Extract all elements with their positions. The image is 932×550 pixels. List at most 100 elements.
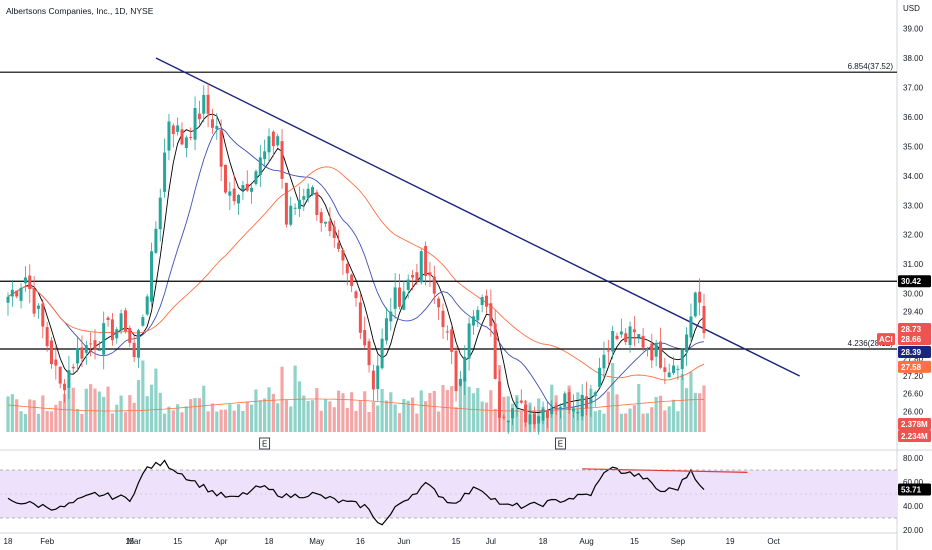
candle-body — [184, 137, 188, 148]
candle-body — [324, 221, 328, 224]
candle-body — [398, 287, 401, 307]
candle-body — [228, 191, 232, 196]
candle-body — [219, 129, 223, 167]
candle-body — [189, 137, 193, 139]
volume-bar — [676, 411, 680, 432]
price-tick-label: 29.40 — [903, 307, 924, 316]
volume-bar — [406, 400, 410, 432]
volume-bar — [119, 395, 123, 432]
volume-bar — [493, 408, 497, 432]
candle-body — [245, 183, 249, 191]
candle-body — [58, 366, 62, 384]
volume-bar — [606, 391, 610, 432]
volume-bar — [97, 391, 101, 432]
volume-bar — [106, 386, 110, 432]
candle-body — [580, 394, 584, 417]
candle-body — [641, 335, 645, 348]
candle-body — [454, 350, 458, 392]
volume-bar — [645, 413, 650, 432]
candle-body — [311, 187, 314, 195]
candle-body — [350, 274, 354, 286]
volume-bar — [36, 413, 41, 432]
level-label: 6.854(37.52) — [848, 62, 894, 71]
volume-bar — [376, 405, 380, 432]
volume-bar — [223, 409, 228, 432]
candle-body — [371, 370, 375, 390]
candle-body — [632, 329, 636, 333]
volume-bar — [489, 390, 493, 432]
candle-body — [6, 296, 10, 303]
time-tick-label: Mar — [127, 537, 141, 546]
candle-body — [93, 340, 97, 350]
rsi-series-line — [7, 459, 705, 526]
candle-body — [506, 420, 510, 423]
candle-body — [271, 131, 275, 147]
volume-bar — [663, 410, 667, 432]
price-tick-label: 34.00 — [903, 172, 924, 181]
volume-bar — [563, 406, 567, 432]
candle-body — [332, 226, 336, 239]
candle-body — [258, 157, 262, 176]
volume-bar — [693, 392, 697, 432]
volume-bar — [354, 410, 358, 432]
candle-body — [263, 151, 267, 160]
candle-body — [141, 317, 145, 326]
candle-body — [611, 330, 615, 352]
candle-body — [363, 330, 367, 346]
candle-body — [89, 343, 93, 345]
volume-bar — [350, 392, 354, 432]
volume-bar — [685, 388, 689, 432]
price-tick-label: 26.60 — [903, 390, 924, 399]
candle-body — [537, 416, 541, 424]
high-price-tag-bg — [898, 323, 931, 336]
volume-bar — [463, 377, 467, 432]
volume-bar — [384, 400, 389, 432]
volume-bar — [454, 407, 458, 432]
volume-bar — [49, 411, 54, 432]
candle-body — [210, 119, 214, 128]
earnings-marker — [259, 437, 271, 450]
volume-bar — [236, 404, 241, 432]
volume-bar — [484, 402, 489, 432]
volume-bar — [689, 372, 693, 432]
candle-body — [376, 365, 380, 390]
time-tick-label: Jun — [397, 537, 410, 546]
candle-body — [567, 392, 571, 410]
price-tick-label: 32.00 — [903, 231, 924, 240]
volume-bar — [519, 411, 523, 432]
price-tick-label: 37.00 — [903, 84, 924, 93]
volume-bar — [302, 395, 306, 432]
volume-bar — [215, 411, 219, 432]
volume-bar — [158, 392, 162, 432]
candle-body — [406, 279, 410, 290]
horizontal-levels[interactable]: 6.854(37.52) 4.236(28.12) — [0, 62, 897, 350]
volume-bar — [389, 392, 393, 432]
volume-bar — [136, 380, 141, 432]
volume-bar — [671, 399, 676, 432]
ticker-tag: ACI — [879, 335, 893, 344]
volume-bar — [219, 409, 223, 432]
price-tick-label: 27.20 — [903, 372, 924, 381]
volume-bar — [32, 400, 36, 432]
candle-body — [337, 242, 341, 249]
volume-bar — [93, 388, 97, 432]
volume-bar — [189, 399, 193, 432]
time-tick-label: Aug — [579, 537, 593, 546]
candle-body — [293, 207, 297, 209]
volume-bar — [284, 400, 288, 432]
volume-bar — [680, 374, 684, 432]
volume-bar — [415, 413, 419, 432]
volume-bar — [332, 407, 336, 432]
volume-bar — [310, 400, 315, 432]
volume-bar — [297, 381, 302, 432]
candle-body — [232, 188, 236, 202]
candle-body — [463, 356, 467, 382]
candle-body — [380, 338, 384, 369]
price-tick-label: 39.00 — [903, 25, 924, 34]
candle-body — [659, 341, 662, 368]
candle-body — [667, 372, 671, 378]
candle-body — [28, 275, 32, 290]
volume-bar — [76, 408, 80, 432]
